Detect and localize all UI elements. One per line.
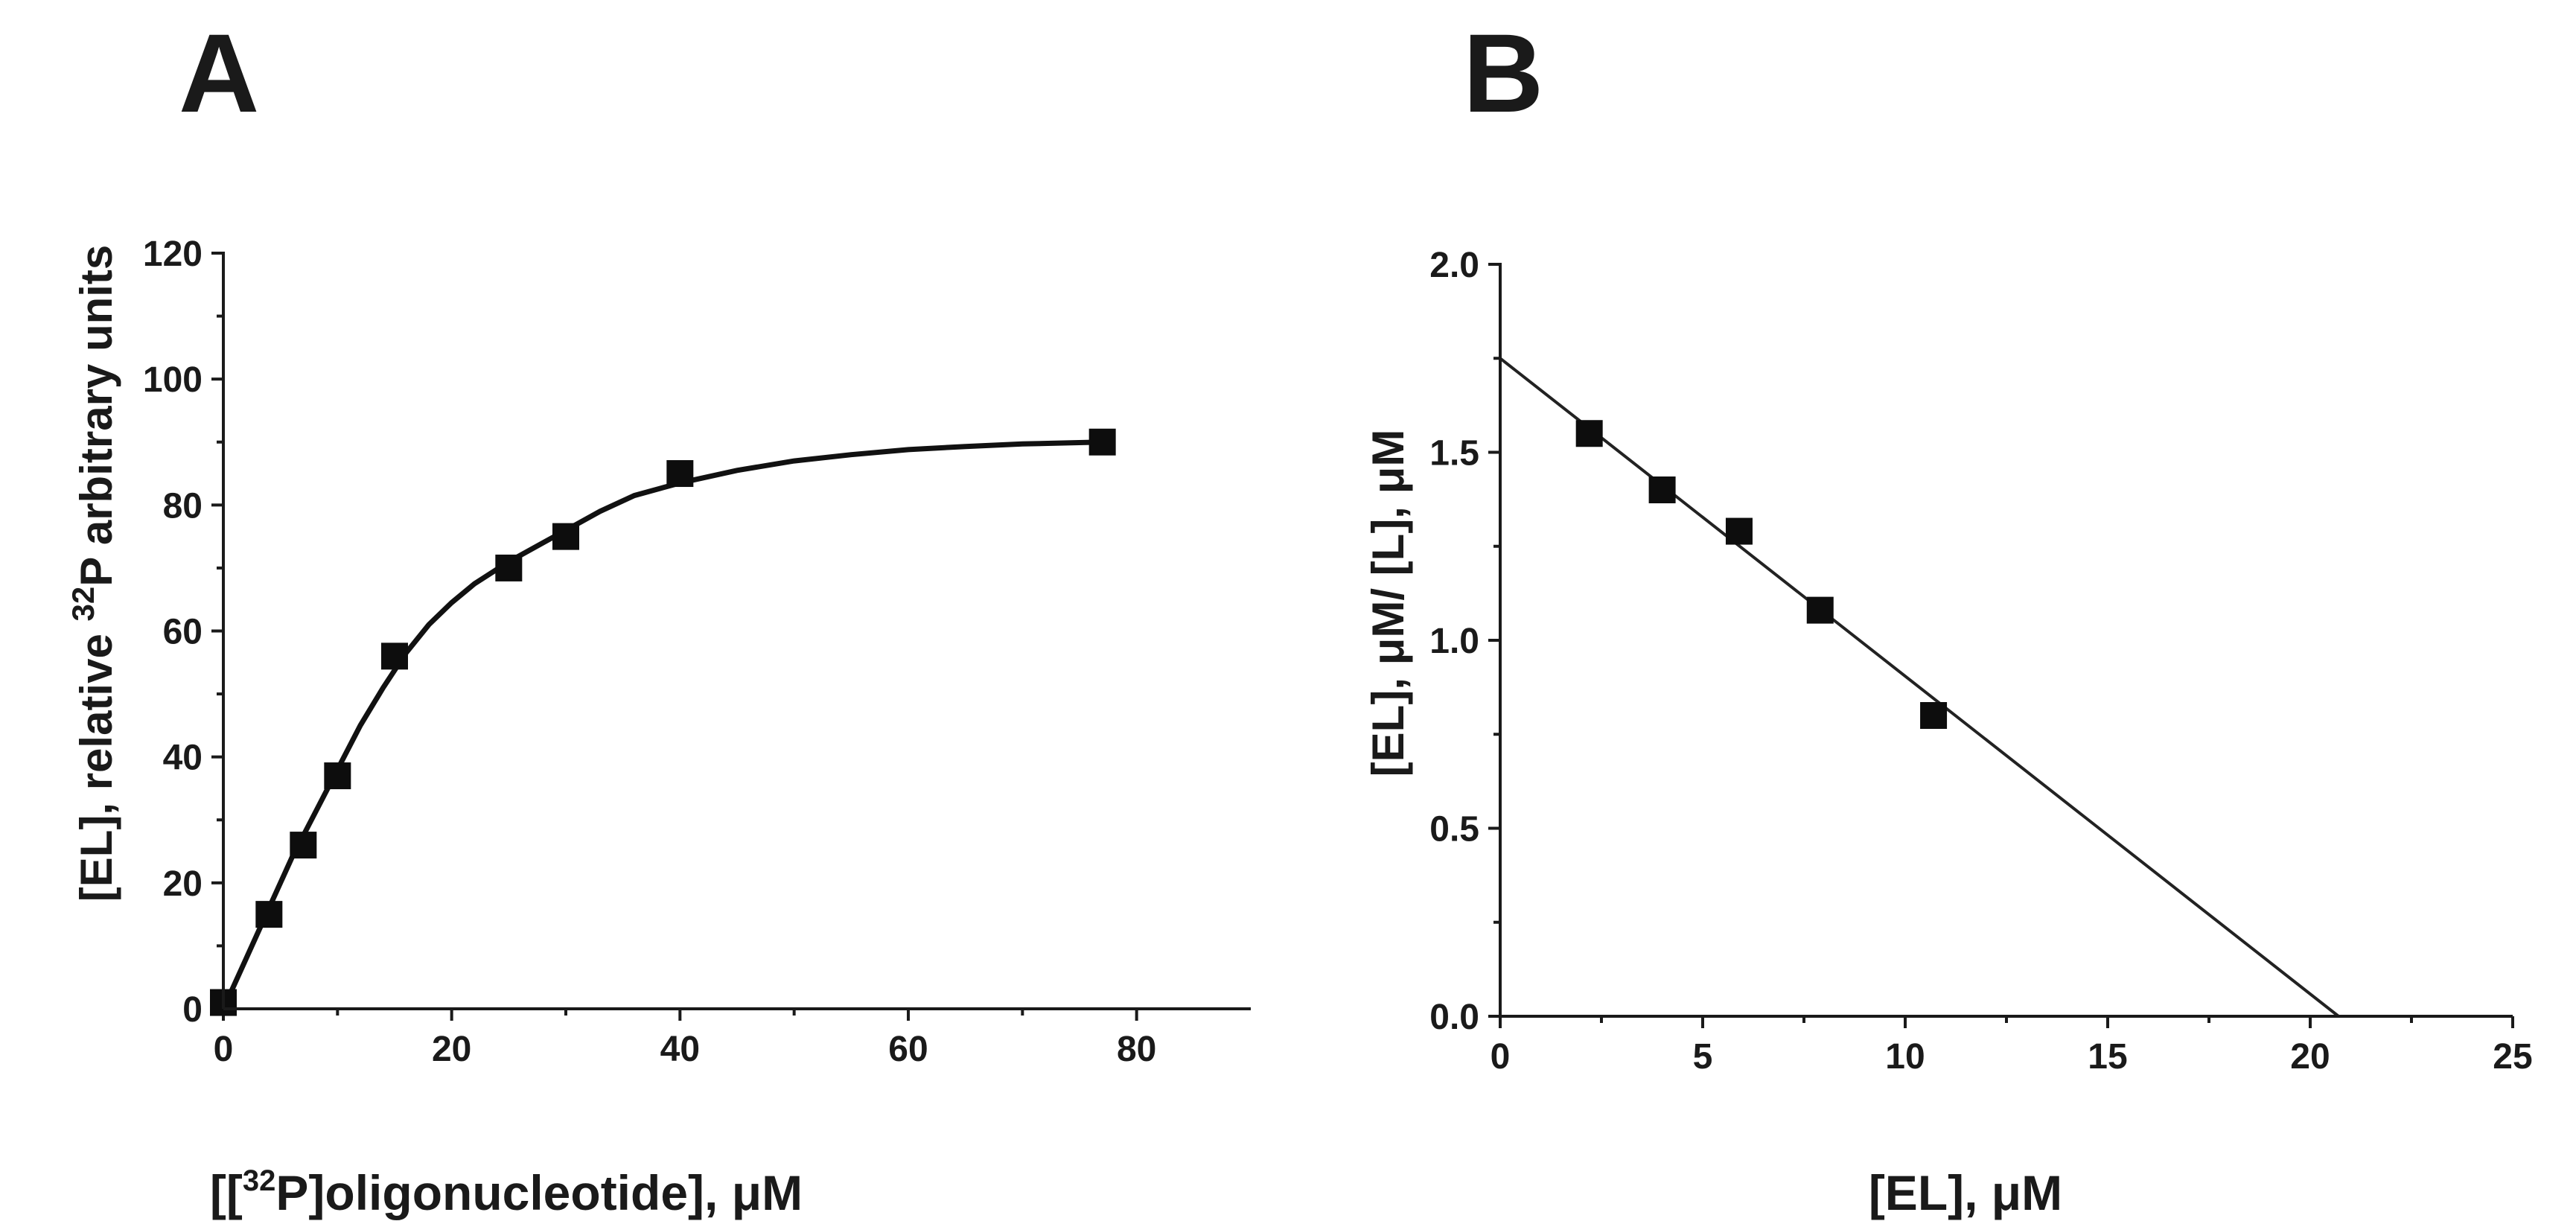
panel-b-axes [1499,263,2513,1018]
panel-b-fit-line [1499,357,2340,1018]
panel-b-data-point [1575,420,1603,447]
panel-a-x-title-sup: 32 [243,1164,276,1197]
panel-a-y-title-pre: [EL], relative [71,621,121,902]
panel-b-x-tick-label: 0 [1491,1037,1511,1077]
panel-b-x-axis-title: [EL], μM [1869,1165,2062,1220]
panel-b-x-tick-label: 5 [1693,1037,1713,1077]
panel-a-y-tick-label: 120 [143,235,203,274]
panel-a-data-point [666,460,694,488]
panel-a-x-tick-label: 60 [888,1030,928,1069]
panel-b-y-tick-label: 1.5 [1429,434,1479,474]
panel-b-data-point [1648,476,1676,503]
panel-b-x-tick-label: 25 [2493,1037,2532,1077]
panel-b-data-point [1806,596,1834,624]
panel-a-y-tick-label: 100 [143,360,203,400]
panel-a-y-tick-label: 60 [163,613,203,652]
panel-b: B 0.0 0.5 1.0 1.5 2.0 0 5 10 15 20 25 [EL], μM [EL… [1363,10,2533,1220]
panel-a-data-point [552,523,579,550]
panel-a-data-point [290,832,317,859]
panel-a-x-tick-label: 40 [660,1030,700,1069]
panel-a-label: A [179,10,259,136]
panel-b-y-tick-label: 0.0 [1429,998,1479,1037]
panel-a-x-title-pre: [[ [210,1165,243,1220]
panel-a-x-title-post: P]oligonucleotide], μM [275,1165,803,1220]
panel-b-x-tick-label: 20 [2290,1037,2330,1077]
panel-b-markers [1575,420,1948,729]
panel-a-y-title-sup: 32 [66,587,101,622]
panel-a-fit [220,439,1103,1010]
panel-b-data-point [1920,702,1948,729]
panel-a-y-tick-label: 0 [182,990,203,1030]
panel-a-x-tick-label: 0 [214,1030,234,1069]
panel-a-fit-line [220,439,1103,1010]
panel-a-y-axis-title: [EL], relative 32P arbitrary units [66,245,121,902]
panel-b-ticks: 0.0 0.5 1.0 1.5 2.0 0 5 10 15 20 25 [1429,246,2532,1077]
panel-b-y-tick-label: 1.0 [1429,622,1479,661]
panel-a-data-point [1088,428,1116,456]
panel-a-x-tick-label: 80 [1117,1030,1156,1069]
panel-b-y-tick-label: 2.0 [1429,246,1479,285]
panel-a-x-axis-title: [[32P]oligonucleotide], μM [210,1164,803,1220]
panel-a-x-tick-label: 20 [432,1030,471,1069]
panel-b-y-tick-label: 0.5 [1429,810,1479,849]
panel-b-x-tick-label: 15 [2088,1037,2127,1077]
panel-b-y-axis-title: [EL], μM/ [L], μM [1363,430,1413,777]
panel-a-data-point [495,554,523,581]
panel-a-axes [222,252,1251,1010]
panel-a-y-tick-label: 80 [163,486,203,526]
panel-a-data-point [381,643,408,670]
panel-b-data-point [1725,517,1753,545]
panel-a-data-point [324,762,351,790]
panel-a-y-tick-label: 40 [163,739,203,778]
panel-b-label: B [1463,10,1543,136]
panel-a-markers [210,428,1116,1016]
panel-a-y-title-post: P arbitrary units [71,245,121,587]
panel-a-data-point [255,901,283,928]
panel-a-y-tick-label: 20 [163,864,203,904]
panel-a-ticks: 0 20 40 60 80 100 120 0 20 40 60 80 [143,235,1156,1069]
panel-b-x-tick-label: 10 [1885,1037,1925,1077]
panel-b-fit [1499,357,2340,1018]
